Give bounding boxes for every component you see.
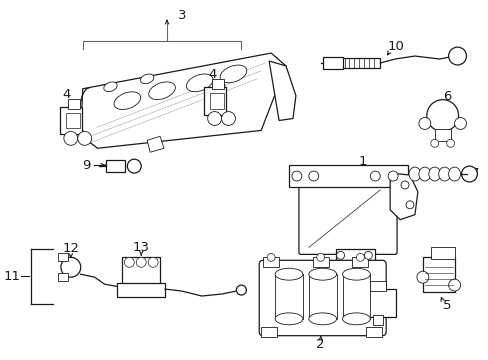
Text: 4: 4	[208, 68, 216, 81]
Bar	[275, 274, 302, 319]
Bar	[203, 87, 225, 114]
Ellipse shape	[275, 268, 302, 280]
Bar	[352, 257, 367, 267]
Bar	[60, 107, 81, 134]
Bar	[66, 113, 80, 129]
Circle shape	[356, 253, 364, 261]
Text: 10: 10	[387, 40, 404, 53]
Circle shape	[291, 171, 301, 181]
Circle shape	[430, 139, 438, 147]
Ellipse shape	[186, 74, 213, 92]
Polygon shape	[389, 173, 417, 220]
Text: 9: 9	[82, 159, 90, 172]
Ellipse shape	[438, 167, 450, 181]
Text: 11: 11	[3, 270, 20, 283]
Text: 3: 3	[177, 9, 186, 22]
Circle shape	[78, 131, 91, 145]
Ellipse shape	[408, 167, 420, 181]
Bar	[211, 79, 223, 89]
Circle shape	[416, 271, 428, 283]
Bar	[372, 315, 383, 325]
Bar	[434, 130, 450, 141]
Bar	[105, 160, 125, 172]
Text: 5: 5	[443, 300, 451, 312]
Bar	[340, 58, 380, 68]
Bar	[261, 327, 277, 337]
Bar	[263, 257, 279, 267]
Bar	[308, 274, 336, 319]
Text: 8: 8	[373, 324, 382, 337]
Circle shape	[127, 159, 141, 173]
Ellipse shape	[114, 92, 141, 109]
Circle shape	[61, 257, 81, 277]
Bar	[369, 281, 386, 291]
Bar	[68, 99, 80, 109]
Circle shape	[266, 253, 275, 261]
Ellipse shape	[308, 313, 336, 325]
Text: 1: 1	[357, 155, 366, 168]
Bar	[312, 257, 328, 267]
Circle shape	[461, 166, 476, 182]
Circle shape	[316, 253, 324, 261]
Bar	[58, 273, 68, 281]
Ellipse shape	[220, 65, 246, 83]
Ellipse shape	[275, 313, 302, 325]
Ellipse shape	[103, 82, 117, 91]
Circle shape	[336, 251, 344, 259]
Text: 13: 13	[132, 241, 149, 254]
Circle shape	[221, 112, 235, 125]
FancyBboxPatch shape	[298, 181, 396, 255]
Circle shape	[308, 171, 318, 181]
Text: 6: 6	[443, 90, 451, 103]
Circle shape	[207, 112, 221, 125]
Circle shape	[369, 171, 380, 181]
Bar	[117, 283, 164, 297]
Circle shape	[387, 171, 397, 181]
FancyBboxPatch shape	[259, 260, 386, 336]
Circle shape	[426, 100, 458, 131]
Bar	[342, 274, 369, 319]
Ellipse shape	[418, 167, 430, 181]
Polygon shape	[268, 61, 295, 121]
Ellipse shape	[428, 167, 440, 181]
Circle shape	[447, 279, 460, 291]
Circle shape	[124, 257, 134, 267]
Circle shape	[454, 117, 466, 130]
Ellipse shape	[140, 74, 154, 84]
Circle shape	[447, 47, 466, 65]
Bar	[335, 249, 374, 261]
Bar	[209, 93, 223, 109]
Text: 7: 7	[470, 167, 479, 180]
Circle shape	[400, 181, 408, 189]
Polygon shape	[147, 136, 163, 152]
Circle shape	[148, 257, 158, 267]
Ellipse shape	[148, 82, 175, 100]
Circle shape	[236, 285, 246, 295]
Bar	[430, 247, 454, 259]
Ellipse shape	[342, 313, 369, 325]
Bar	[322, 57, 342, 69]
Ellipse shape	[308, 268, 336, 280]
Bar	[422, 257, 454, 292]
Polygon shape	[81, 53, 285, 148]
Circle shape	[364, 251, 371, 259]
Bar	[366, 327, 382, 337]
Text: 4: 4	[62, 88, 71, 101]
Circle shape	[418, 117, 430, 130]
Circle shape	[446, 139, 454, 147]
Bar	[122, 257, 160, 287]
Circle shape	[405, 201, 413, 209]
Ellipse shape	[447, 167, 460, 181]
Ellipse shape	[342, 268, 369, 280]
Bar	[360, 289, 395, 317]
Bar	[58, 253, 68, 261]
Bar	[288, 165, 407, 187]
Circle shape	[64, 131, 78, 145]
Circle shape	[136, 257, 146, 267]
Text: 12: 12	[62, 242, 79, 255]
Text: 2: 2	[316, 338, 325, 351]
